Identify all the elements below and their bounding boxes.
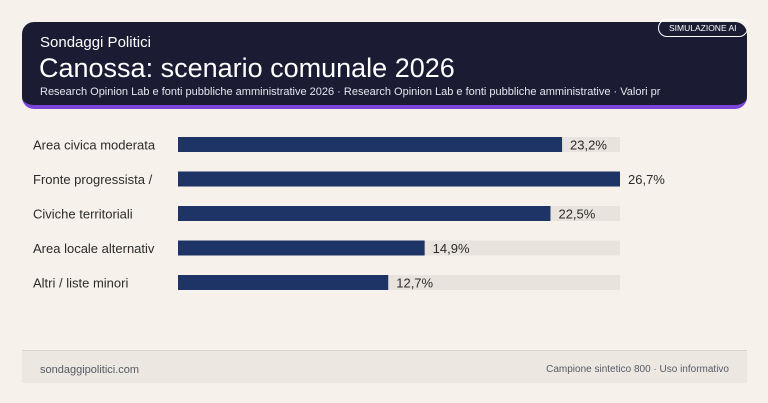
category-label: Fronte progressista / (33, 172, 153, 187)
bar-row: Altri / liste minori 12,7% (33, 275, 620, 291)
category-label: Altri / liste minori (33, 276, 128, 291)
value-label: 14,9% (433, 241, 470, 256)
footer-note: Campione sintetico 800 · Uso informativo (546, 364, 729, 375)
bar-row: Area civica moderata 23,2% (33, 137, 620, 153)
bar (178, 206, 551, 221)
bar-row: Fronte progressista / 26,7% (33, 171, 665, 187)
page-title: Canossa: scenario comunale 2026 (39, 53, 455, 83)
bar-row: Area locale alternativ 14,9% (33, 240, 620, 256)
bar (178, 275, 389, 290)
footer: sondaggipolitici.com Campione sintetico … (22, 350, 747, 383)
bar (178, 171, 620, 187)
category-label: Area locale alternativ (33, 241, 155, 256)
bar (178, 137, 563, 152)
header-panel: Sondaggi Politici Canossa: scenario comu… (22, 22, 747, 109)
simulation-badge: SIMULAZIONE AI (658, 19, 748, 37)
value-label: 22,5% (558, 207, 595, 222)
category-label: Civiche territoriali (33, 207, 133, 222)
brand-name: Sondaggi Politici (40, 34, 151, 51)
value-label: 26,7% (628, 172, 665, 187)
category-label: Area civica moderata (33, 138, 156, 153)
bar (178, 240, 425, 256)
footer-site[interactable]: sondaggipolitici.com (40, 364, 140, 376)
value-label: 23,2% (570, 138, 607, 153)
value-label: 12,7% (396, 276, 433, 291)
page-subtitle: Research Opinion Lab e fonti pubbliche a… (40, 86, 661, 98)
bar-row: Civiche territoriali 22,5% (33, 206, 620, 222)
